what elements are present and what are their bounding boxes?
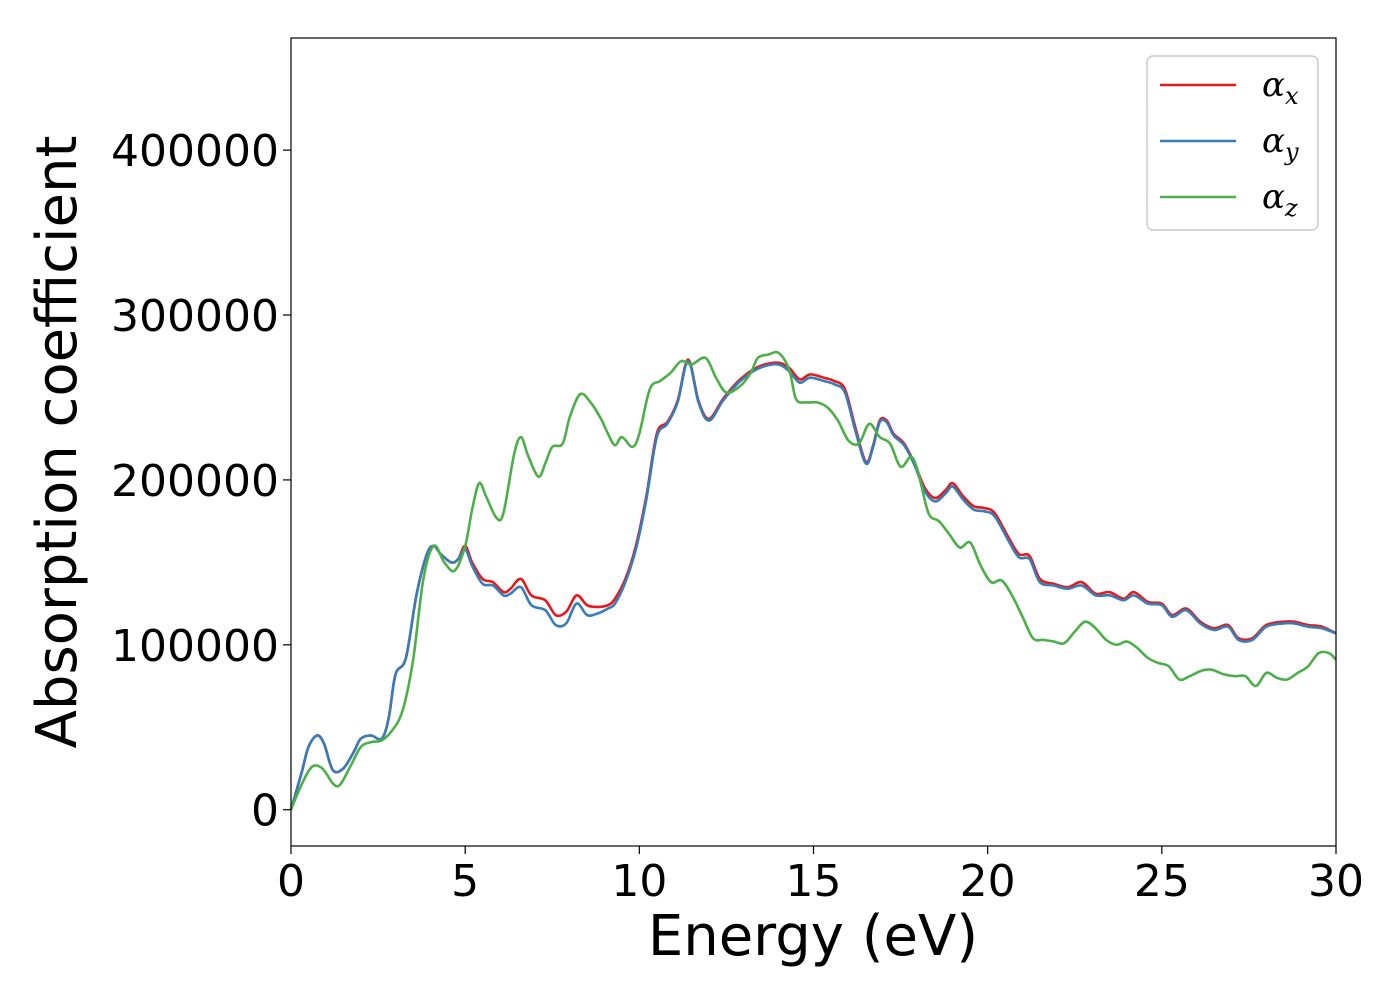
series-layer: [289, 350, 1337, 811]
series-line-alpha-z: [289, 350, 1337, 811]
y-tick-label: 0: [251, 786, 279, 837]
x-tick-label: 0: [277, 856, 305, 907]
x-tick-label: 25: [1134, 856, 1190, 907]
y-tick-label: 400000: [111, 126, 279, 177]
x-axis-ticks: 0 5 10 15 20 25 30: [277, 846, 1364, 907]
legend-subscript: x: [1285, 82, 1299, 110]
y-tick-label: 100000: [111, 621, 279, 672]
x-axis-label: Energy (eV): [648, 904, 978, 969]
y-axis-ticks: 0 100000 200000 300000 400000: [111, 126, 291, 837]
legend-label-alpha-x: αx: [1262, 65, 1299, 110]
legend-subscript: z: [1284, 194, 1298, 222]
x-tick-label: 20: [960, 856, 1016, 907]
x-tick-label: 10: [611, 856, 667, 907]
legend-label-alpha-y: αy: [1262, 121, 1299, 166]
x-tick-label: 15: [786, 856, 842, 907]
legend-subscript: y: [1284, 138, 1299, 166]
y-tick-label: 300000: [111, 291, 279, 342]
y-tick-label: 200000: [111, 456, 279, 507]
y-axis-label: Absorption coefficient: [25, 136, 90, 749]
x-tick-label: 5: [451, 856, 479, 907]
legend-box: [1146, 55, 1319, 231]
x-tick-label: 30: [1308, 856, 1364, 907]
